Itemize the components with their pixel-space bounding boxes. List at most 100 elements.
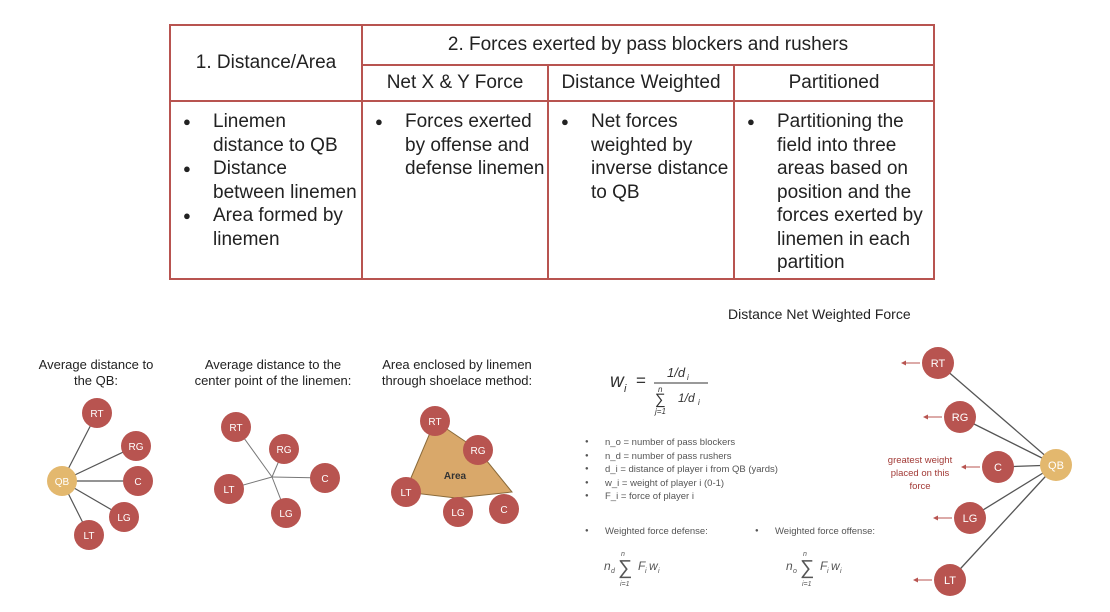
header-partitioned: Partitioned (732, 64, 936, 102)
svg-text:i: i (827, 568, 829, 575)
header-distance-area: 1. Distance/Area (169, 24, 363, 102)
svg-text:RG: RG (471, 446, 486, 457)
annotation-line: force (909, 481, 931, 492)
svg-text:RG: RG (952, 412, 969, 424)
diagram-net-weighted-force: RT RG C LG LT QB (901, 347, 1072, 596)
list-item: Area formed by linemen (183, 204, 361, 251)
force-lines (937, 362, 1057, 581)
caption-avg-distance-center: Average distance to the center point of … (180, 357, 366, 389)
svg-text:C: C (500, 505, 507, 516)
svg-text:RT: RT (428, 417, 441, 428)
weighted-force-offense-label: Weighted force offense: (755, 526, 875, 537)
svg-text:RG: RG (277, 445, 292, 456)
svg-text:1/d: 1/d (667, 365, 686, 380)
header-net-xy-force: Net X & Y Force (361, 64, 549, 102)
svg-text:d: d (611, 568, 616, 575)
svg-text:RT: RT (229, 423, 242, 434)
list-item: Net forces weighted by inverse distance … (561, 110, 733, 204)
svg-text:i: i (840, 568, 842, 575)
feature-table: 1. Distance/Area 2. Forces exerted by pa… (169, 24, 936, 280)
player-rt: RT (420, 406, 450, 436)
player-lt: LT (74, 520, 104, 550)
player-rt: RT (82, 398, 112, 428)
variable-legend: n_o = number of pass blockers n_d = numb… (585, 436, 778, 504)
svg-text:QB: QB (55, 477, 70, 488)
player-rt: RT (922, 347, 954, 379)
svg-text:o: o (793, 568, 797, 575)
diagram-area-shoelace: Area RT RG C LG LT (391, 406, 519, 527)
list-item: Linemen distance to QB (183, 110, 361, 157)
player-rg: RG (463, 435, 493, 465)
diagram-avg-distance-center: RT RG C LG LT (214, 412, 340, 528)
player-c: C (982, 451, 1014, 483)
player-lg: LG (954, 502, 986, 534)
caption-area-shoelace: Area enclosed by linemen through shoelac… (372, 357, 542, 389)
svg-text:n: n (786, 559, 793, 573)
caption-line: Area enclosed by linemen (382, 357, 532, 372)
player-c: C (123, 466, 153, 496)
svg-text:C: C (134, 477, 141, 488)
player-rg: RG (269, 434, 299, 464)
svg-text:i: i (624, 383, 627, 395)
svg-text:LT: LT (84, 531, 95, 542)
svg-text:F: F (638, 559, 646, 573)
legend-item: F_i = force of player i (585, 490, 778, 504)
diagram-avg-distance-qb: RT RG C LG LT QB (47, 398, 153, 550)
svg-text:F: F (820, 559, 828, 573)
svg-text:LG: LG (279, 509, 293, 520)
weight-formula: w i = 1/d i n ∑ j=1 1/d i (610, 365, 708, 416)
svg-text:i=1: i=1 (802, 581, 812, 588)
player-rg: RG (121, 431, 151, 461)
caption-line: the QB: (73, 373, 119, 388)
caption-line: Average distance to (38, 357, 154, 372)
legend-item: n_o = number of pass blockers (585, 436, 778, 450)
svg-text:1/d: 1/d (678, 391, 695, 405)
formula-weighted-offense: n o n ∑ i=1 F i w i (786, 551, 842, 588)
svg-text:w: w (649, 559, 659, 573)
annotation-line: placed on this (890, 468, 950, 479)
cell-net-xy-force: Forces exerted by offense and defense li… (361, 100, 549, 280)
weighted-force-defense-label: Weighted force defense: (585, 526, 708, 537)
svg-text:RT: RT (90, 409, 103, 420)
player-qb: QB (47, 466, 77, 496)
area-polygon (404, 420, 513, 499)
svg-text:∑: ∑ (655, 391, 666, 408)
svg-text:∑: ∑ (800, 557, 814, 579)
svg-text:i: i (698, 398, 700, 407)
svg-text:i: i (645, 568, 647, 575)
header-distance-weighted: Distance Weighted (547, 64, 735, 102)
cell-distance-area: Linemen distance to QB Distance between … (169, 100, 363, 280)
caption-line: center point of the linemen: (194, 373, 352, 388)
svg-text:RT: RT (931, 358, 946, 370)
svg-text:LT: LT (401, 488, 412, 499)
caption-line: through shoelace method: (381, 373, 533, 388)
svg-text:QB: QB (1048, 460, 1064, 472)
player-lt: LT (391, 477, 421, 507)
legend-item: n_d = number of pass rushers (585, 450, 778, 464)
legend-item: w_i = weight of player i (0-1) (585, 477, 778, 491)
legend-item: d_i = distance of player i from QB (yard… (585, 463, 778, 477)
player-lt: LT (214, 474, 244, 504)
player-c: C (489, 494, 519, 524)
header-forces: 2. Forces exerted by pass blockers and r… (360, 24, 936, 66)
player-qb: QB (1040, 449, 1072, 481)
player-lg: LG (109, 502, 139, 532)
caption-avg-distance-qb: Average distance to the QB: (28, 357, 164, 389)
svg-text:n: n (621, 551, 625, 558)
svg-text:C: C (321, 474, 328, 485)
svg-text:n: n (604, 559, 611, 573)
svg-text:n: n (658, 385, 663, 394)
player-lg: LG (271, 498, 301, 528)
player-lg: LG (443, 497, 473, 527)
svg-text:C: C (994, 462, 1002, 474)
svg-text:LG: LG (963, 513, 978, 525)
svg-text:w: w (831, 559, 841, 573)
svg-text:j=1: j=1 (654, 407, 666, 416)
svg-text:∑: ∑ (618, 557, 632, 579)
svg-text:RG: RG (129, 442, 144, 453)
cell-partitioned: Partitioning the field into three areas … (732, 100, 936, 280)
net-weighted-title: Distance Net Weighted Force (728, 306, 911, 322)
svg-text:LG: LG (451, 508, 465, 519)
formula-weighted-defense: n d n ∑ i=1 F i w i (604, 551, 660, 588)
svg-text:i=1: i=1 (620, 581, 630, 588)
